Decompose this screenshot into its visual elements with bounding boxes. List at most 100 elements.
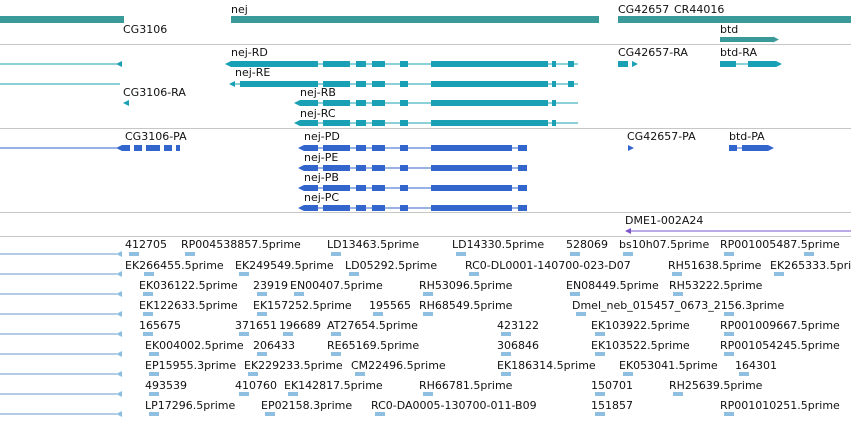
transcript-nej-rb-exon-0[interactable]	[300, 100, 318, 106]
est-read-4[interactable]	[570, 252, 580, 256]
transcript-nej-rd-exon-7[interactable]	[568, 61, 574, 67]
est-read-55[interactable]	[724, 412, 734, 416]
transcript-nej-rd-exon-0[interactable]	[231, 61, 318, 67]
protein-btd-pa-arrow[interactable]	[768, 145, 774, 151]
gene-label-cr44016[interactable]: CR44016	[674, 3, 725, 16]
protein-btd-pa-exon-1[interactable]	[742, 145, 768, 151]
protein-nej-pd-exon-1[interactable]	[323, 145, 350, 151]
est-read-27[interactable]	[239, 332, 249, 336]
est-read-21[interactable]	[257, 312, 267, 316]
transcript-cg42657-ra-arrow[interactable]	[632, 61, 638, 67]
est-label-ep02158[interactable]: EP02158.3prime	[261, 399, 353, 412]
est-read-14[interactable]	[143, 292, 153, 296]
protein-label-nej-pe[interactable]: nej-PE	[304, 151, 339, 164]
transcript-cg3106-ra-arrow2[interactable]	[123, 100, 129, 106]
protein-cg3106-pa-exon-3[interactable]	[164, 145, 172, 151]
protein-cg3106-pa-arrow[interactable]	[116, 145, 122, 151]
est-label-en00407[interactable]: EN00407.5prime	[290, 279, 383, 292]
transcript-nej-rd-exon-3[interactable]	[372, 61, 385, 67]
est-read-20[interactable]	[143, 312, 153, 316]
protein-nej-pe-exon-4[interactable]	[400, 165, 408, 171]
protein-nej-pe-exon-0[interactable]	[304, 165, 318, 171]
gene-arrow-btd[interactable]	[773, 36, 779, 43]
est-label-ek186314[interactable]: EK186314.5prime	[497, 359, 596, 372]
est-read-45[interactable]	[149, 392, 159, 396]
est-label-rp001010251[interactable]: RP001010251.5prime	[720, 399, 840, 412]
est-read-25[interactable]	[724, 312, 734, 316]
est-read-50[interactable]	[673, 392, 683, 396]
est-read-33[interactable]	[149, 352, 159, 356]
protein-nej-pc-exon-2[interactable]	[356, 205, 366, 211]
est-label-ep15955[interactable]: EP15955.3prime	[145, 359, 237, 372]
est-label-rh53096[interactable]: RH53096.5prime	[419, 279, 513, 292]
protein-nej-pb-exon-6[interactable]	[518, 185, 527, 191]
est-row-arrow-5[interactable]	[116, 351, 122, 357]
est-label-at27654[interactable]: AT27654.5prime	[327, 319, 418, 332]
est-label-dmel-neb[interactable]: Dmel_neb_015457_0673_2156.3prime	[572, 299, 785, 312]
transcript-nej-rb-exon-5[interactable]	[431, 100, 548, 106]
est-label-lp17296[interactable]: LP17296.5prime	[145, 399, 236, 412]
gene-glyph-cg42657[interactable]	[618, 16, 851, 23]
est-read-36[interactable]	[501, 352, 511, 356]
protein-cg3106-pa-exon-4[interactable]	[176, 145, 180, 151]
est-read-2[interactable]	[331, 252, 341, 256]
transcript-nej-rc-exon-0[interactable]	[300, 120, 318, 126]
transcript-btd-ra-exon-1[interactable]	[748, 61, 776, 67]
protein-nej-pb-arrow[interactable]	[298, 185, 304, 191]
primer-dme1-002a24-arrow[interactable]	[625, 228, 631, 234]
transcript-nej-rb-exon-1[interactable]	[323, 100, 350, 106]
est-read-5[interactable]	[623, 252, 633, 256]
protein-cg42657-pa-arrow[interactable]	[628, 145, 634, 151]
transcript-nej-rc-exon-1[interactable]	[323, 120, 350, 126]
est-label-en08449[interactable]: EN08449.5prime	[566, 279, 659, 292]
transcript-nej-re-exon-6[interactable]	[552, 81, 556, 87]
est-row-arrow-4[interactable]	[116, 331, 122, 337]
transcript-nej-rc-exon-3[interactable]	[372, 120, 385, 126]
est-read-18[interactable]	[570, 292, 580, 296]
est-row-arrow-6[interactable]	[116, 371, 122, 377]
est-read-40[interactable]	[248, 372, 258, 376]
est-read-46[interactable]	[239, 392, 249, 396]
est-label-rp004538857[interactable]: RP004538857.5prime	[181, 238, 301, 251]
protein-nej-pc-exon-4[interactable]	[400, 205, 408, 211]
est-read-32[interactable]	[724, 332, 734, 336]
protein-label-cg42657-pa[interactable]: CG42657-PA	[627, 130, 696, 143]
est-label-ek229233[interactable]: EK229233.5prime	[244, 359, 343, 372]
transcript-label-btd-ra[interactable]: btd-RA	[720, 46, 757, 59]
transcript-nej-rd-exon-1[interactable]	[323, 61, 350, 67]
transcript-nej-rd-exon-6[interactable]	[552, 61, 556, 67]
transcript-label-nej-re[interactable]: nej-RE	[235, 66, 271, 79]
transcript-btd-ra-exon-0[interactable]	[720, 61, 736, 67]
est-read-17[interactable]	[423, 292, 433, 296]
transcript-nej-rb-exon-4[interactable]	[400, 100, 408, 106]
est-label-493539[interactable]: 493539	[145, 379, 187, 392]
est-row-arrow-1[interactable]	[116, 271, 122, 277]
transcript-nej-rc-exon-6[interactable]	[552, 120, 556, 126]
est-label-423122[interactable]: 423122	[497, 319, 539, 332]
est-label-rh53222[interactable]: RH53222.5prime	[669, 279, 763, 292]
protein-nej-pe-exon-2[interactable]	[356, 165, 366, 171]
est-read-53[interactable]	[375, 412, 385, 416]
est-label-23919[interactable]: 23919	[253, 279, 288, 292]
est-label-196689[interactable]: 196689	[279, 319, 321, 332]
est-read-44[interactable]	[739, 372, 749, 376]
est-label-ek103922[interactable]: EK103922.5prime	[591, 319, 690, 332]
protein-nej-pb-exon-1[interactable]	[323, 185, 350, 191]
est-read-11[interactable]	[469, 272, 479, 276]
est-label-rh25639[interactable]: RH25639.5prime	[669, 379, 763, 392]
transcript-label-cg3106-ra[interactable]: CG3106-RA	[123, 86, 186, 99]
est-read-7[interactable]	[804, 252, 814, 256]
protein-nej-pd-exon-2[interactable]	[356, 145, 366, 151]
protein-nej-pc-arrow[interactable]	[298, 205, 304, 211]
est-read-1[interactable]	[185, 252, 195, 256]
est-label-410760[interactable]: 410760	[235, 379, 277, 392]
protein-cg3106-pa-exon-0[interactable]	[122, 145, 130, 151]
transcript-nej-rb-exon-6[interactable]	[552, 100, 556, 106]
est-read-34[interactable]	[257, 352, 267, 356]
est-label-ld14330[interactable]: LD14330.5prime	[452, 238, 545, 251]
est-label-rp001054245[interactable]: RP001054245.5prime	[720, 339, 840, 352]
est-label-ek122633[interactable]: EK122633.5prime	[139, 299, 238, 312]
gene-label-btd[interactable]: btd	[720, 23, 739, 36]
protein-nej-pc-exon-3[interactable]	[372, 205, 385, 211]
est-label-rh66781[interactable]: RH66781.5prime	[419, 379, 513, 392]
